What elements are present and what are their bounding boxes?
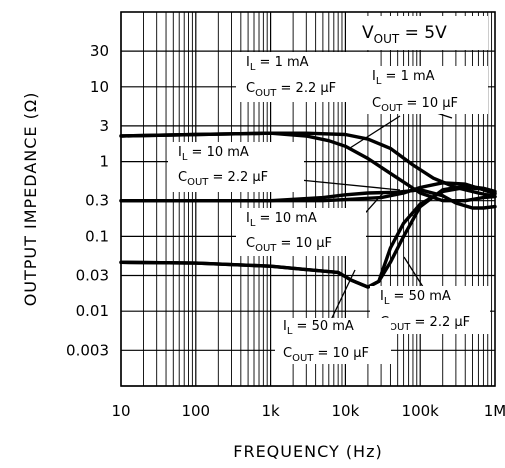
annotation-load-current: IL = 10 mA (246, 211, 317, 229)
y-tick-label: 0.03 (76, 267, 109, 285)
y-tick-label: 0.01 (76, 302, 109, 320)
x-tick-label: 10 (111, 402, 130, 420)
x-tick-label: 1k (261, 402, 280, 420)
vout-condition: VOUT = 5V (362, 23, 447, 46)
y-tick-label: 3 (99, 117, 109, 135)
impedance-curve-6 (119, 184, 497, 289)
x-axis-title: FREQUENCY (Hz) (233, 442, 382, 461)
y-tick-label: 0.1 (85, 227, 109, 245)
annotation-leader-3 (299, 179, 401, 191)
impedance-curve-2 (119, 131, 497, 203)
annotation-output-capacitance: COUT = 10 µF (246, 236, 332, 254)
tick-labels: 10 100 1k 10k 100k 1M 30 10 3 1 0.3 0.1 0.03 0.01 0.00… (66, 42, 505, 420)
annotation-bg (275, 318, 391, 364)
plot-frame (120, 11, 496, 387)
x-tick-label: 100 (181, 402, 210, 420)
annotation-load-current: IL = 1 mA (246, 55, 309, 73)
y-tick-label: 1 (99, 153, 109, 171)
annotation-output-capacitance: COUT = 2.2 µF (178, 170, 268, 188)
annotation-leader-2 (349, 115, 401, 149)
annotation-bg (366, 66, 488, 114)
impedance-curves (119, 131, 497, 289)
x-tick-label: 10k (332, 402, 360, 420)
annotation-output-capacitance: COUT = 10 µF (283, 346, 369, 364)
annotations: IL = 1 mA COUT = 2.2 µF IL = 1 mA COUT = 10… (168, 16, 490, 364)
y-tick-label: 30 (90, 42, 109, 60)
annotation-bg (236, 208, 366, 256)
annotation-leader-6 (329, 269, 356, 323)
annotation-output-capacitance: COUT = 2.2 µF (246, 81, 336, 99)
annotation-leader-5 (403, 256, 426, 291)
annotation-load-current: IL = 50 mA (380, 289, 451, 307)
annotation-output-capacitance: COUT = 10 µF (372, 96, 458, 114)
annotation-bg (236, 52, 374, 102)
annotation-load-current: IL = 50 mA (283, 319, 354, 337)
y-tick-label: 0.003 (66, 341, 109, 359)
annotation-bg (168, 142, 304, 192)
condition-bg (358, 16, 488, 50)
annotation-load-current: IL = 1 mA (372, 69, 435, 87)
y-tick-label: 0.3 (85, 192, 109, 210)
y-axis-title: OUTPUT IMPEDANCE (Ω) (21, 92, 40, 307)
annotation-load-current: IL = 10 mA (178, 145, 249, 163)
y-tick-label: 10 (90, 78, 109, 96)
x-tick-label: 1M (484, 402, 505, 420)
x-tick-label: 100k (402, 402, 440, 420)
